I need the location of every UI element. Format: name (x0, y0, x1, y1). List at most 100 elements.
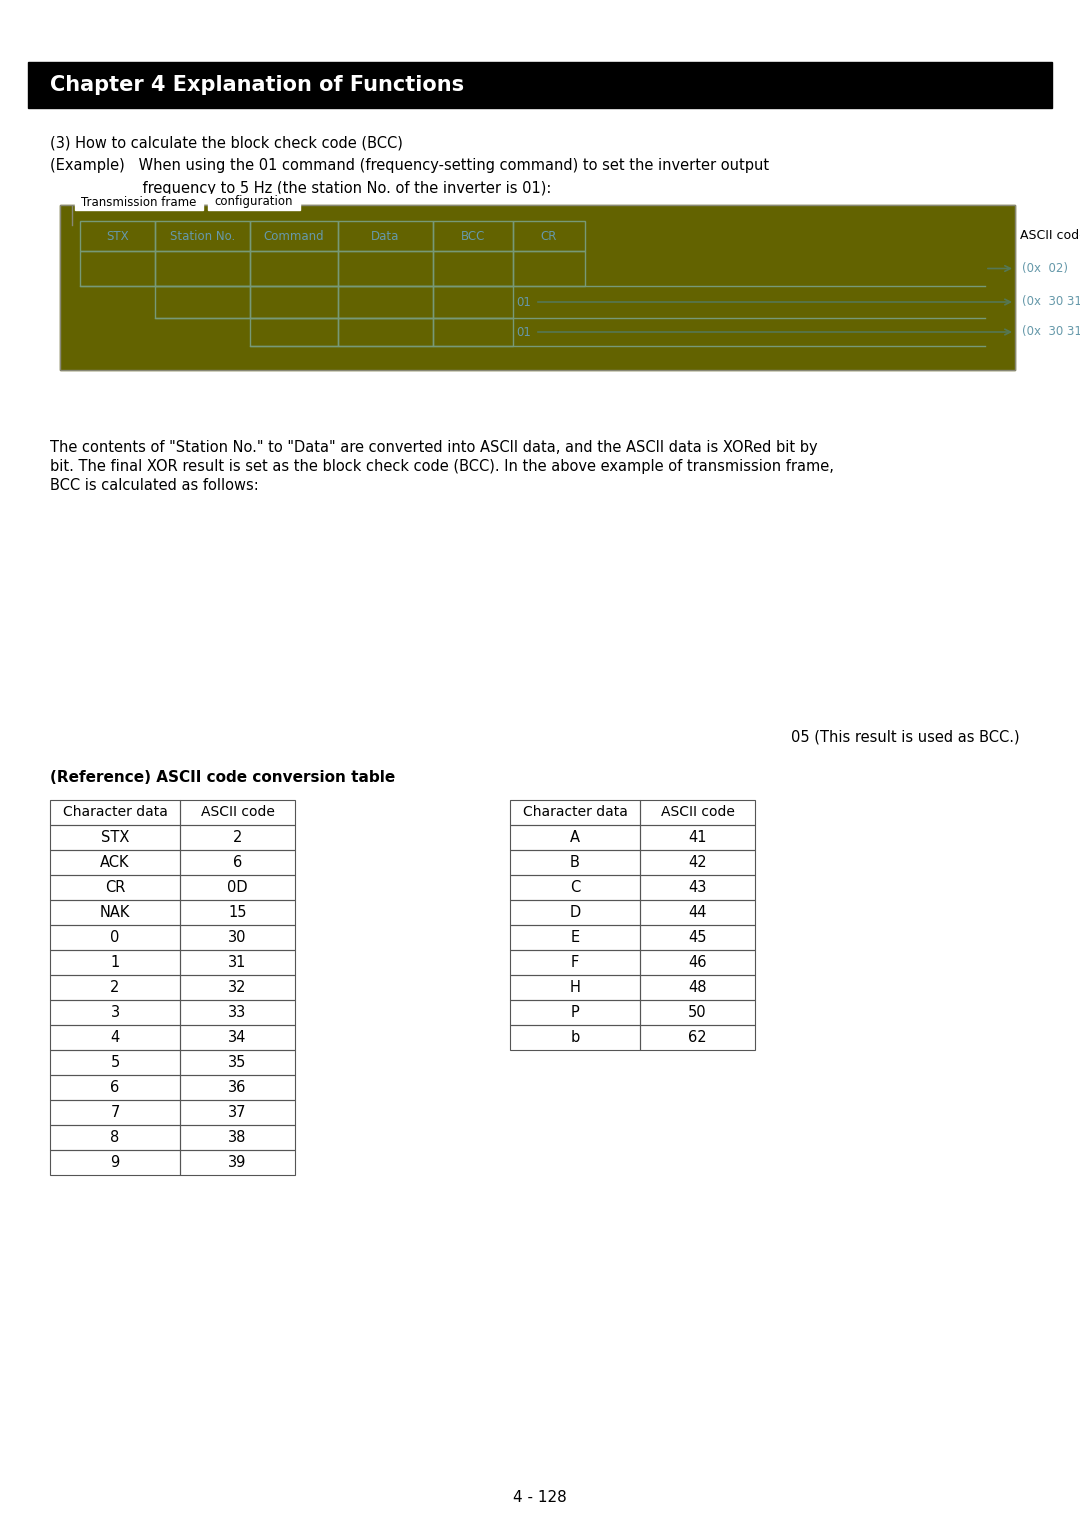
Text: 2: 2 (110, 979, 120, 995)
Text: 44: 44 (688, 905, 706, 920)
Text: Character data: Character data (63, 805, 167, 819)
Bar (180, 1025, 295, 1050)
Bar (640, 999, 755, 1025)
Text: CR: CR (541, 229, 557, 243)
Bar (510, 850, 640, 876)
Bar (338, 222, 433, 251)
Text: 62: 62 (688, 1030, 706, 1045)
Bar (433, 251, 513, 286)
Text: P: P (570, 1005, 579, 1021)
Bar (338, 286, 433, 318)
Bar (433, 222, 513, 251)
Text: (Example)   When using the 01 command (frequency-setting command) to set the inv: (Example) When using the 01 command (fre… (50, 157, 769, 173)
Bar (510, 975, 640, 999)
Bar (50, 850, 180, 876)
Bar (249, 318, 338, 345)
Bar (249, 222, 338, 251)
Text: 39: 39 (228, 1155, 246, 1170)
Text: 2: 2 (233, 830, 242, 845)
Bar (180, 924, 295, 950)
Text: NAK: NAK (99, 905, 131, 920)
Text: 0: 0 (110, 931, 120, 944)
Text: 35: 35 (228, 1054, 246, 1070)
Bar (640, 825, 755, 850)
Bar (180, 999, 295, 1025)
Text: Character data: Character data (523, 805, 627, 819)
Text: ASCII code: ASCII code (1020, 229, 1080, 241)
Text: 36: 36 (228, 1080, 246, 1096)
Bar (60, 205, 1015, 370)
Bar (50, 1100, 180, 1125)
Text: bit. The final XOR result is set as the block check code (BCC). In the above exa: bit. The final XOR result is set as the … (50, 458, 834, 474)
Bar (80, 222, 156, 251)
Bar (510, 876, 640, 900)
Text: (0x  30 31): (0x 30 31) (1022, 295, 1080, 309)
Bar (50, 1025, 180, 1050)
Text: 0D: 0D (227, 880, 247, 895)
Bar (50, 1050, 180, 1076)
Text: Data: Data (372, 229, 400, 243)
Text: F: F (571, 955, 579, 970)
Text: 6: 6 (110, 1080, 120, 1096)
Text: C: C (570, 880, 580, 895)
Text: STX: STX (100, 830, 130, 845)
Bar (180, 975, 295, 999)
Bar (249, 286, 338, 318)
Bar (180, 850, 295, 876)
Text: B: B (570, 856, 580, 869)
Text: 46: 46 (688, 955, 706, 970)
Bar (640, 975, 755, 999)
Text: 9: 9 (110, 1155, 120, 1170)
Text: 48: 48 (688, 979, 706, 995)
Text: (0x  30 31): (0x 30 31) (1022, 325, 1080, 339)
Text: 5: 5 (110, 1054, 120, 1070)
Bar (433, 286, 513, 318)
Bar (180, 950, 295, 975)
Text: Chapter 4 Explanation of Functions: Chapter 4 Explanation of Functions (50, 75, 464, 95)
Bar (640, 801, 755, 825)
Bar (50, 900, 180, 924)
Text: 33: 33 (228, 1005, 246, 1021)
Text: 4 - 128: 4 - 128 (513, 1490, 567, 1505)
Bar (180, 900, 295, 924)
Bar (513, 251, 585, 286)
Text: ACK: ACK (100, 856, 130, 869)
Text: 7: 7 (110, 1105, 120, 1120)
Text: Command: Command (264, 229, 324, 243)
Bar (640, 900, 755, 924)
Bar (338, 318, 433, 345)
Bar (180, 1100, 295, 1125)
Bar (208, 194, 300, 209)
Bar (75, 194, 203, 209)
Bar (50, 999, 180, 1025)
Bar (338, 251, 433, 286)
Text: 05 (This result is used as BCC.): 05 (This result is used as BCC.) (792, 730, 1020, 746)
Text: 43: 43 (688, 880, 706, 895)
Text: ASCII code: ASCII code (201, 805, 274, 819)
Bar (156, 251, 249, 286)
Bar (156, 222, 249, 251)
Bar (28, 63, 1052, 108)
Bar (433, 318, 513, 345)
Bar (50, 876, 180, 900)
Text: 37: 37 (228, 1105, 246, 1120)
Bar (249, 251, 338, 286)
Bar (180, 1076, 295, 1100)
Bar (60, 205, 1015, 370)
Bar (180, 1151, 295, 1175)
Text: 31: 31 (228, 955, 246, 970)
Text: H: H (569, 979, 580, 995)
Bar (50, 975, 180, 999)
Bar (80, 251, 156, 286)
Text: b: b (570, 1030, 580, 1045)
Bar (180, 825, 295, 850)
Text: CR: CR (105, 880, 125, 895)
Bar (510, 825, 640, 850)
Text: 32: 32 (228, 979, 246, 995)
Bar (156, 286, 249, 318)
Text: ASCII code: ASCII code (661, 805, 734, 819)
Bar (50, 1076, 180, 1100)
Text: 3: 3 (110, 1005, 120, 1021)
Bar (640, 924, 755, 950)
Text: 4: 4 (110, 1030, 120, 1045)
